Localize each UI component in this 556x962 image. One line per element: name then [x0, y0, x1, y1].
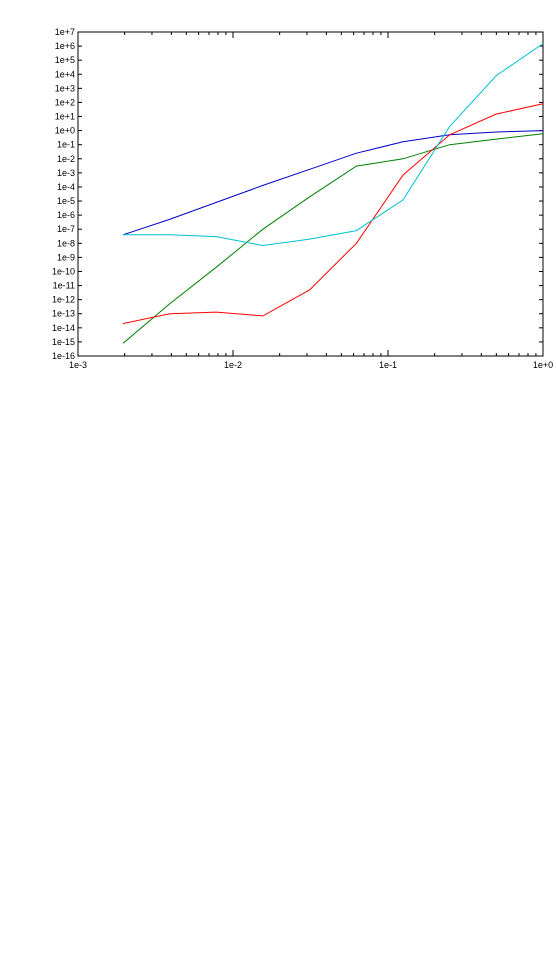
series-line-3: [122, 103, 544, 325]
y-tick-label: 1e+4: [55, 69, 75, 79]
y-tick-label: 1e-9: [57, 252, 75, 262]
y-tick-label: 1e+2: [55, 97, 75, 107]
y-tick-label: 1e-5: [57, 196, 75, 206]
y-tick-label: 1e-13: [52, 309, 75, 319]
series-line-4: [123, 43, 544, 247]
y-tick-label: 1e-10: [52, 266, 75, 276]
y-tick-label: 1e-3: [57, 168, 75, 178]
y-tick-label: 1e-16: [52, 351, 75, 361]
y-tick-label: 1e+6: [55, 41, 75, 51]
series-line-2: [122, 133, 544, 344]
y-tick-label: 1e+3: [55, 83, 75, 93]
x-tick-label: 1e-3: [69, 360, 87, 370]
y-tick-label: 1e-11: [53, 281, 75, 291]
y-tick-label: 1e-12: [52, 295, 75, 305]
chart: 1e-3 1e-2 1e-1 1e+0 1e+7 1e+6 1e+5 1e+4 1e+3 1e+…: [0, 0, 556, 380]
series-line-1: [122, 130, 544, 236]
y-tick-label: 1e-7: [57, 224, 75, 234]
y-tick-label: 1e-15: [52, 337, 75, 347]
y-tick-label: 1e-4: [57, 182, 75, 192]
plot-frame: [77, 31, 544, 357]
y-axis: 1e+7 1e+6 1e+5 1e+4 1e+3 1e+2 1e+1 1e+0 1e-1 1e-2…: [52, 27, 543, 361]
y-tick-label: 1e-8: [57, 238, 75, 248]
y-tick-label: 1e-1: [57, 140, 75, 150]
y-tick-label: 1e-2: [57, 154, 75, 164]
x-axis: 1e-3 1e-2 1e-1 1e+0: [69, 32, 553, 370]
y-tick-label: 1e-14: [52, 323, 75, 333]
x-tick-label: 1e+0: [533, 360, 553, 370]
y-tick-label: 1e+1: [55, 112, 75, 122]
x-tick-label: 1e-1: [379, 360, 397, 370]
y-tick-label: 1e-6: [57, 210, 75, 220]
y-tick-label: 1e+5: [55, 55, 75, 65]
chart-svg: 1e-3 1e-2 1e-1 1e+0 1e+71e+61e+51e+41e+31e+…: [52, 27, 553, 370]
y-tick-label: 1e+7: [55, 27, 75, 37]
series-group: [122, 43, 544, 344]
x-tick-label: 1e-2: [224, 360, 242, 370]
y-tick-label: 1e+0: [55, 126, 75, 136]
